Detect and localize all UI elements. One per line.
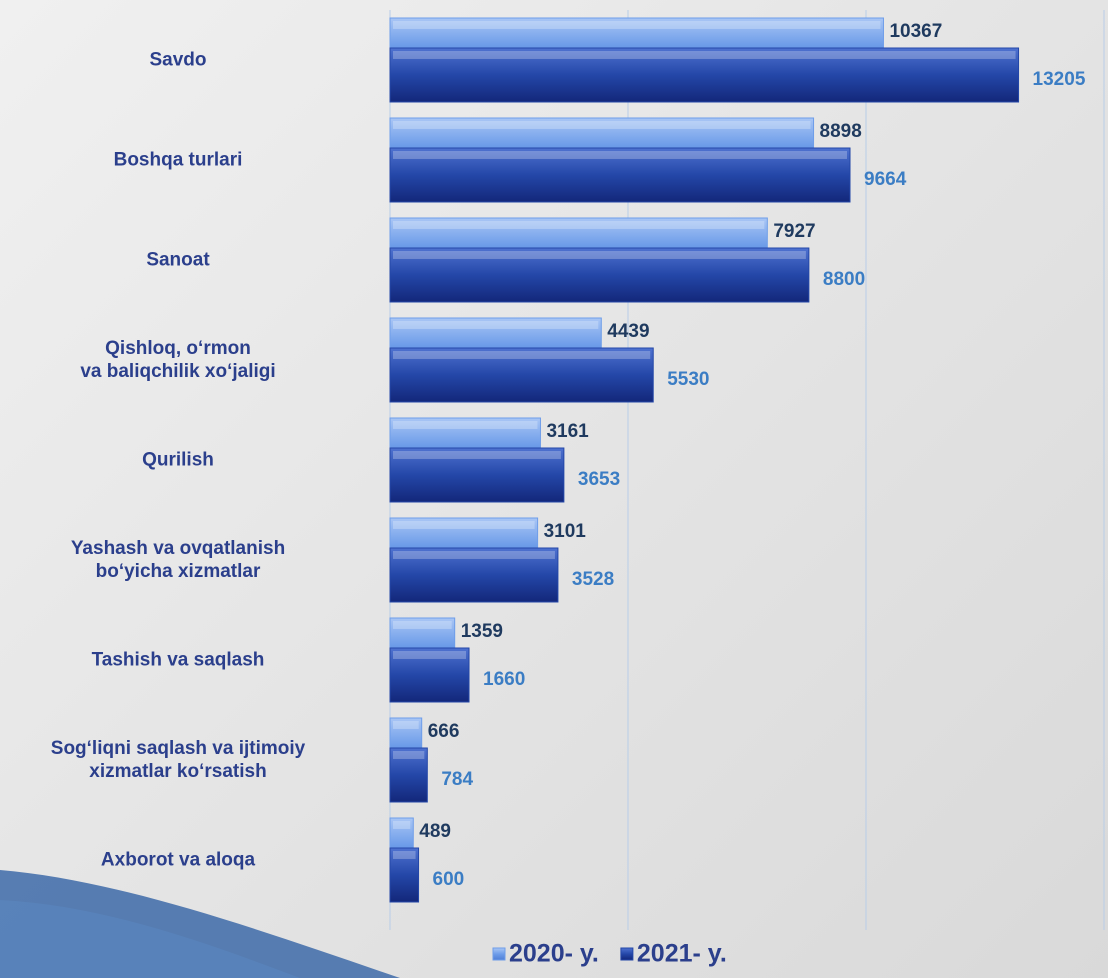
bar-shine: [393, 351, 651, 359]
data-label: 8898: [820, 121, 862, 142]
data-label: 10367: [889, 21, 942, 42]
bar-shine: [393, 521, 535, 529]
data-label: 1660: [483, 669, 525, 690]
bar-shine: [393, 251, 806, 259]
data-label: 3653: [578, 469, 620, 490]
bar-shine: [393, 851, 416, 859]
data-label: 784: [441, 769, 473, 790]
bar-shine: [393, 451, 561, 459]
category-label: Sanoat: [146, 249, 210, 271]
legend-label: 2021- y.: [637, 940, 727, 968]
bar-shine: [393, 821, 411, 829]
data-label: 666: [428, 721, 460, 742]
bar-shine: [393, 751, 425, 759]
bar-shine: [393, 51, 1016, 59]
bar: [389, 847, 420, 903]
data-label: 3161: [546, 421, 589, 442]
category-label: Yashash va ovqatlanish bo‘yicha xizmatla…: [70, 538, 286, 582]
legend-swatch: [492, 947, 506, 961]
category-label: Boshqa turlari: [113, 149, 243, 171]
legend-label: 2020- y.: [509, 940, 599, 968]
bar-shine: [393, 151, 848, 159]
category-label: Qurilish: [142, 449, 214, 471]
data-label: 8800: [823, 269, 865, 290]
data-label: 9664: [864, 169, 907, 190]
bar-shine: [393, 421, 538, 429]
legend-swatch: [620, 947, 634, 961]
category-label: Tashish va saqlash: [91, 649, 265, 671]
bar: [389, 447, 565, 503]
data-label: 7927: [773, 221, 815, 242]
category-label: Sog‘liqni saqlash va ijtimoiy xizmatlar …: [50, 738, 306, 782]
data-label: 3528: [572, 569, 614, 590]
data-label: 600: [433, 869, 465, 890]
bar: [389, 247, 810, 303]
data-label: 13205: [1033, 69, 1086, 90]
bar-shine: [393, 221, 765, 229]
bar: [389, 47, 1020, 103]
bar-shine: [393, 21, 881, 29]
bar-shine: [393, 621, 452, 629]
data-label: 489: [419, 821, 451, 842]
bar: [389, 547, 559, 603]
bar-shine: [393, 651, 467, 659]
data-label: 1359: [461, 621, 503, 642]
bar-shine: [393, 121, 811, 129]
bar: [389, 647, 470, 703]
category-label: Savdo: [149, 49, 207, 71]
decoration: [0, 900, 300, 978]
bar-shine: [393, 551, 555, 559]
category-label: Axborot va aloqa: [100, 849, 256, 871]
data-label: 4439: [607, 321, 649, 342]
data-label: 5530: [667, 369, 709, 390]
bar-shine: [393, 321, 599, 329]
bar-shine: [393, 721, 419, 729]
bar: [389, 347, 654, 403]
bar: [389, 747, 428, 803]
data-label: 3101: [544, 521, 587, 542]
category-label: Qishloq, o‘rmon va baliqchilik xo‘jaligi: [80, 338, 276, 382]
bar: [389, 147, 851, 203]
